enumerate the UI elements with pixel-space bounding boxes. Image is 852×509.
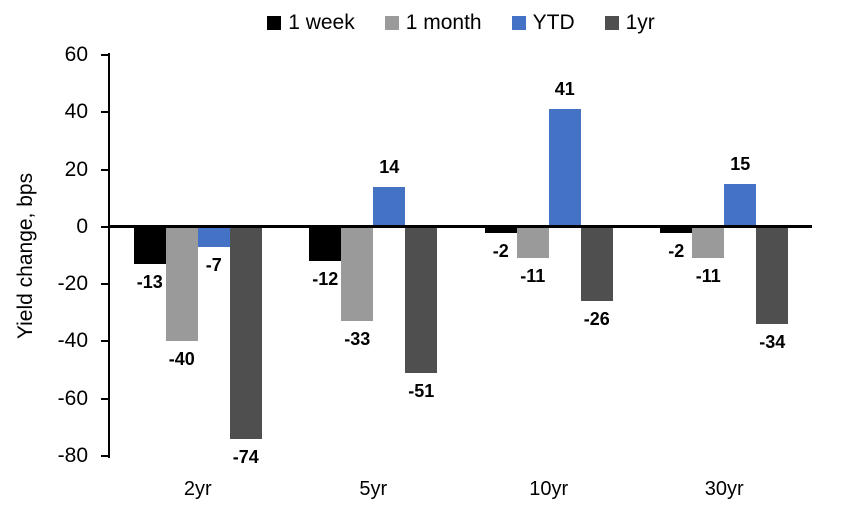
x-category-label: 30yr	[704, 478, 744, 500]
y-tick-mark	[101, 54, 110, 56]
bar-value-label: -7	[205, 254, 222, 275]
y-tick-mark	[101, 340, 110, 343]
bar-1-month-30yr	[692, 226, 725, 259]
bar-1-week-2yr	[133, 226, 166, 265]
legend-swatch-icon	[267, 16, 282, 30]
y-axis-line	[108, 53, 110, 458]
bar-value-label: 41	[554, 79, 575, 100]
bar-value-label: -51	[408, 380, 435, 401]
bar-1yr-10yr	[580, 226, 613, 302]
bar-value-label: -12	[312, 269, 339, 290]
bar-value-label: -33	[344, 329, 371, 350]
legend-item-1yr: 1yr	[604, 11, 655, 35]
bar-value-label: -2	[668, 240, 685, 261]
bar-1-week-30yr	[660, 226, 693, 233]
bar-value-label: -11	[695, 266, 721, 287]
legend-label: 1 month	[405, 11, 482, 34]
legend-label: YTD	[532, 11, 575, 34]
bar-1-week-10yr	[484, 226, 517, 233]
bar-1-week-5yr	[309, 226, 342, 262]
y-tick-label: -40	[57, 329, 88, 353]
bar-value-label: -13	[136, 272, 163, 293]
bar-YTD-30yr	[724, 183, 757, 227]
y-tick-mark	[101, 397, 110, 400]
bar-1-month-5yr	[341, 226, 374, 322]
legend-swatch-icon	[511, 16, 526, 30]
bar-value-label: -74	[232, 446, 259, 467]
bar-1yr-2yr	[229, 226, 262, 439]
bar-value-label: 14	[379, 156, 400, 177]
x-axis-zero-line	[110, 225, 812, 229]
y-tick-label: 20	[64, 157, 88, 181]
legend-swatch-icon	[384, 16, 399, 30]
y-tick-mark	[101, 455, 110, 457]
legend-item-YTD: YTD	[511, 11, 575, 35]
y-tick-label: -20	[57, 272, 88, 296]
x-category-label: 2yr	[183, 478, 212, 500]
y-tick-label: 40	[64, 100, 88, 124]
y-tick-label: -60	[57, 386, 88, 410]
chart-legend: 1 week 1 month YTD 1yr	[110, 8, 812, 38]
bar-value-label: -34	[759, 332, 786, 353]
legend-item-1-week: 1 week	[267, 11, 355, 35]
bar-YTD-5yr	[373, 186, 406, 227]
y-tick-mark	[101, 111, 110, 114]
y-tick-mark	[101, 168, 110, 171]
bar-value-label: -26	[583, 309, 610, 330]
legend-swatch-icon	[604, 16, 619, 30]
bar-1yr-5yr	[405, 226, 438, 373]
bar-value-label: -40	[168, 349, 195, 370]
bar-value-label: -2	[492, 240, 509, 261]
bar-1yr-30yr	[756, 226, 789, 325]
x-category-label: 10yr	[529, 478, 569, 500]
bar-YTD-2yr	[197, 226, 230, 247]
legend-item-1-month: 1 month	[384, 11, 482, 35]
y-tick-label: 60	[64, 43, 88, 66]
y-tick-mark	[101, 225, 110, 228]
y-tick-label: 0	[76, 214, 88, 238]
bar-value-label: 15	[730, 153, 751, 174]
bar-1-month-2yr	[165, 226, 198, 342]
bar-1-month-10yr	[516, 226, 549, 259]
legend-label: 1 week	[288, 11, 355, 34]
bar-value-label: -11	[520, 266, 546, 287]
bar-YTD-10yr	[548, 109, 581, 227]
y-tick-label: -80	[57, 444, 88, 467]
legend-label: 1yr	[625, 11, 655, 34]
x-category-label: 5yr	[359, 478, 388, 500]
y-tick-mark	[101, 283, 110, 286]
